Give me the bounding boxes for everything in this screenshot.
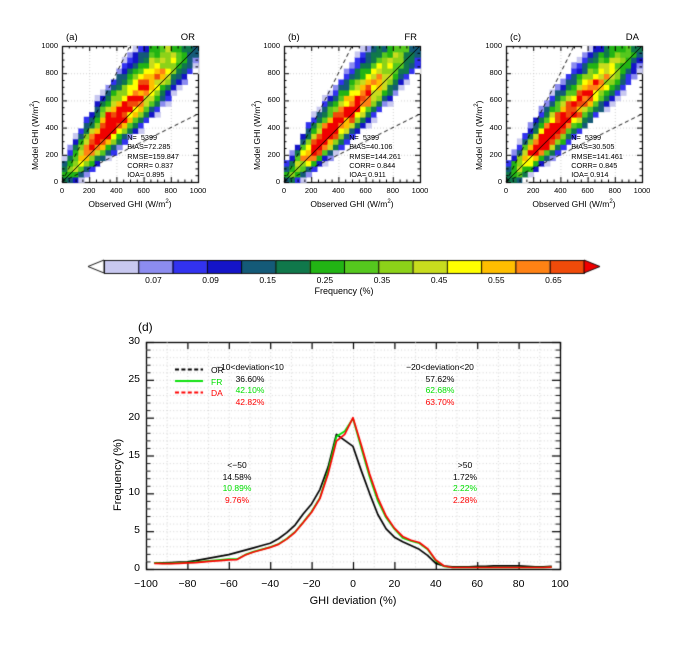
figure-root: (a) OR 0 200 400 600 800 1000 0 200 400 600 800 1000 O…	[0, 0, 700, 653]
figure-canvas	[0, 0, 700, 653]
